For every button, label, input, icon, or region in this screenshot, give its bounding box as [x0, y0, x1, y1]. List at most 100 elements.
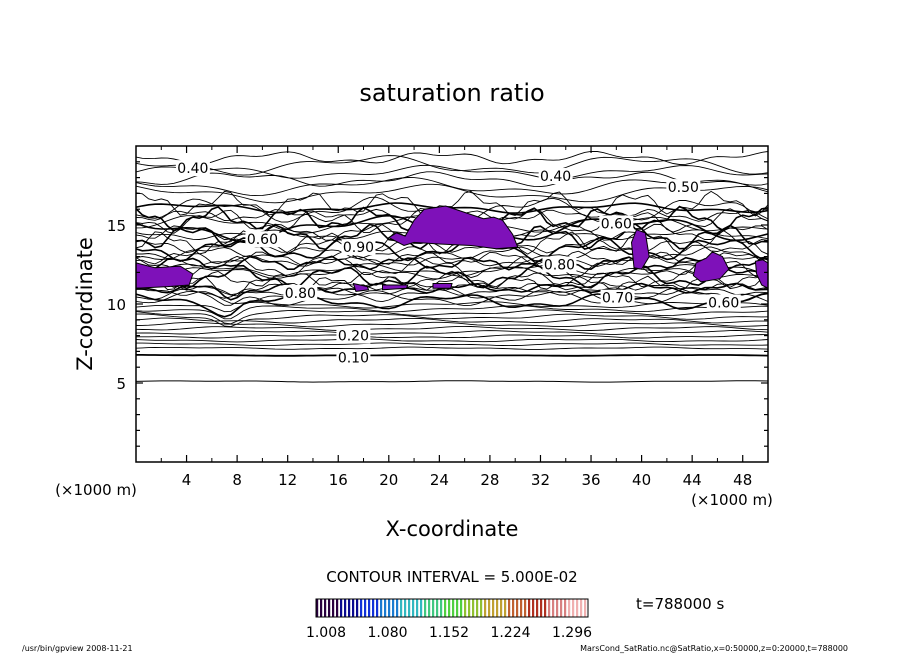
- contour-line: [136, 282, 768, 301]
- contour-label-bg: [336, 327, 371, 344]
- colorbar-swatch: [432, 599, 435, 617]
- colorbar-swatch: [552, 599, 555, 617]
- contour-label-bg: [336, 349, 371, 366]
- x-tick-label: 44: [683, 471, 702, 489]
- colorbar-swatch: [412, 599, 415, 617]
- colorbar-swatch: [420, 599, 423, 617]
- colorbar-swatch: [512, 599, 515, 617]
- colorbar-swatch: [356, 599, 359, 617]
- x-tick-label: 32: [531, 471, 550, 489]
- supersaturated-regions: [136, 205, 768, 292]
- x-tick-label: 8: [232, 471, 242, 489]
- shaded-region: [630, 229, 650, 270]
- y-axis-label: Z-coordinate: [73, 237, 97, 371]
- contour-line: [136, 338, 768, 343]
- colorbar-swatch: [368, 599, 371, 617]
- colorbar-swatch: [408, 599, 411, 617]
- colorbar-swatch: [400, 599, 403, 617]
- colorbar-swatch: [352, 599, 355, 617]
- contour-label: 0.20: [338, 329, 369, 345]
- contour-line: [136, 155, 768, 176]
- contour-line: [136, 235, 768, 263]
- colorbar-swatch: [340, 599, 343, 617]
- colorbar-swatch: [376, 599, 379, 617]
- contour-line: [136, 317, 768, 324]
- contour-line: [136, 290, 768, 307]
- colorbar-swatch: [332, 599, 335, 617]
- contour-label: 0.80: [544, 258, 575, 274]
- contour-label: 0.50: [668, 180, 699, 196]
- contour-line: [136, 150, 768, 165]
- colorbar-swatch: [492, 599, 495, 617]
- colorbar-swatch: [572, 599, 575, 617]
- colorbar-swatch: [388, 599, 391, 617]
- colorbar-swatch: [328, 599, 331, 617]
- shaded-region: [754, 259, 768, 289]
- colorbar-swatch: [540, 599, 543, 617]
- contour-label: 0.70: [602, 291, 633, 307]
- colorbar-swatch: [392, 599, 395, 617]
- contour-label-bg: [666, 179, 701, 196]
- contour-label-bg: [706, 294, 741, 311]
- colorbar-swatch: [496, 599, 499, 617]
- colorbar-swatch: [364, 599, 367, 617]
- x-unit-right: (×1000 m): [691, 491, 773, 509]
- colorbar-swatch: [372, 599, 375, 617]
- contour-line: [136, 287, 768, 305]
- contour-line: [136, 354, 768, 357]
- contour-interval-text: CONTOUR INTERVAL = 5.000E-02: [326, 568, 577, 586]
- colorbar-swatch: [336, 599, 339, 617]
- shaded-region: [692, 251, 730, 283]
- contour-line: [136, 255, 768, 271]
- colorbar-swatch: [472, 599, 475, 617]
- colorbar-swatch: [448, 599, 451, 617]
- footer-left: /usr/bin/gpview 2008-11-21: [22, 644, 133, 653]
- y-tick-label: 5: [116, 375, 126, 393]
- shaded-region: [387, 205, 519, 250]
- footer-right: MarsCond_SatRatio.nc@SatRatio,x=0:50000,…: [580, 644, 848, 653]
- colorbar-tick-label: 1.080: [367, 625, 407, 641]
- contour-line: [136, 334, 768, 339]
- x-tick-label: 16: [329, 471, 348, 489]
- colorbar-swatch: [504, 599, 507, 617]
- contour-label: 0.60: [247, 232, 278, 248]
- contour-label-bg: [542, 256, 577, 273]
- colorbar-swatch: [428, 599, 431, 617]
- contour-label: 0.60: [601, 216, 632, 232]
- shaded-region: [136, 262, 194, 289]
- contour-line: [136, 330, 768, 335]
- colorbar-swatch: [380, 599, 383, 617]
- contour-label: 0.80: [285, 286, 316, 302]
- colorbar-swatch: [484, 599, 487, 617]
- colorbar-swatch: [556, 599, 559, 617]
- contour-line: [136, 380, 768, 383]
- colorbar-swatch: [396, 599, 399, 617]
- colorbar-swatch: [316, 599, 319, 617]
- contour-line: [136, 171, 768, 188]
- contour-label-bg: [245, 231, 280, 248]
- contour-line: [136, 325, 768, 332]
- colorbar-tick-label: 1.152: [429, 625, 469, 641]
- colorbar-swatch: [528, 599, 531, 617]
- contour-line: [136, 164, 768, 180]
- x-tick-label: 28: [480, 471, 499, 489]
- x-unit-left: (×1000 m): [55, 481, 137, 499]
- contour-label: 0.40: [177, 161, 208, 177]
- colorbar-swatch: [348, 599, 351, 617]
- colorbar-swatch: [564, 599, 567, 617]
- contour-lines: [136, 150, 768, 383]
- contour-line: [136, 342, 768, 347]
- colorbar-tick-label: 1.224: [490, 625, 530, 641]
- x-tick-label: 24: [430, 471, 449, 489]
- colorbar-swatch: [480, 599, 483, 617]
- colorbar-swatch: [444, 599, 447, 617]
- colorbar-swatch: [576, 599, 579, 617]
- contour-line: [136, 346, 768, 350]
- colorbar-swatch: [344, 599, 347, 617]
- contour-line: [136, 321, 768, 328]
- colorbar-swatch: [440, 599, 443, 617]
- colorbar-swatch: [584, 599, 587, 617]
- colorbar-swatch: [460, 599, 463, 617]
- colorbar-swatch: [464, 599, 467, 617]
